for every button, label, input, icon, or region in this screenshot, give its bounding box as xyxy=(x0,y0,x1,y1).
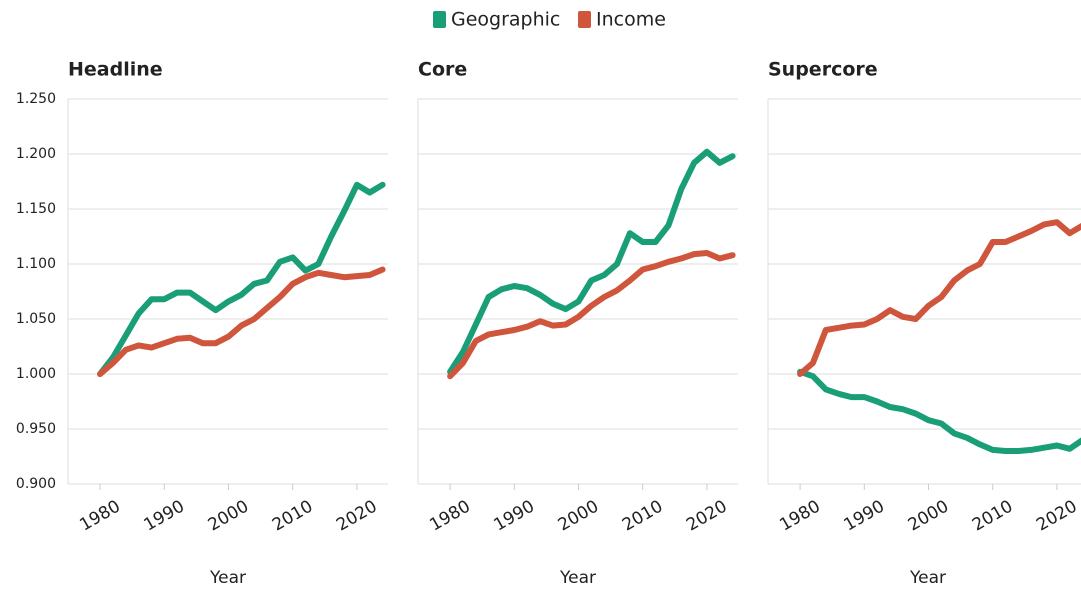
x-tick-label: 1980 xyxy=(776,497,823,536)
series-line xyxy=(97,266,386,377)
y-tick-label: 0.950 xyxy=(16,421,56,437)
x-tick-label: 2020 xyxy=(333,497,380,536)
x-tick-label: 2020 xyxy=(1033,497,1080,536)
x-axis-label: Year xyxy=(209,568,246,588)
x-tick-label: 2010 xyxy=(619,497,666,536)
legend-label: Income xyxy=(596,9,666,31)
panel-title: Supercore xyxy=(768,59,878,81)
y-tick-label: 1.250 xyxy=(16,91,56,107)
legend-swatch xyxy=(578,11,591,28)
series-line xyxy=(97,181,386,377)
x-tick-label: 1980 xyxy=(76,497,123,536)
x-tick-label: 2010 xyxy=(969,497,1016,536)
series-line xyxy=(447,148,736,375)
x-tick-label: 2020 xyxy=(683,497,730,536)
x-tick-label: 2000 xyxy=(205,497,252,536)
x-tick-label: 2000 xyxy=(555,497,602,536)
x-tick-label: 1990 xyxy=(491,497,538,536)
panel-title: Headline xyxy=(68,59,163,81)
y-tick-label: 1.050 xyxy=(16,311,56,327)
legend-swatch xyxy=(433,11,446,28)
y-tick-label: 0.900 xyxy=(16,476,56,492)
y-tick-label: 1.100 xyxy=(16,256,56,272)
x-tick-label: 1980 xyxy=(426,497,473,536)
x-tick-label: 1990 xyxy=(841,497,888,536)
x-tick-label: 1990 xyxy=(141,497,188,536)
series-line xyxy=(797,368,1081,454)
y-tick-label: 1.150 xyxy=(16,201,56,217)
legend-label: Geographic xyxy=(451,9,560,31)
series-line xyxy=(797,219,1081,377)
x-tick-label: 2000 xyxy=(905,497,952,536)
y-tick-label: 1.000 xyxy=(16,366,56,382)
y-tick-label: 1.200 xyxy=(16,146,56,162)
panel-title: Core xyxy=(418,59,467,81)
x-axis-label: Year xyxy=(559,568,596,588)
series-line xyxy=(447,250,736,380)
x-axis-label: Year xyxy=(909,568,946,588)
x-tick-label: 2010 xyxy=(269,497,316,536)
